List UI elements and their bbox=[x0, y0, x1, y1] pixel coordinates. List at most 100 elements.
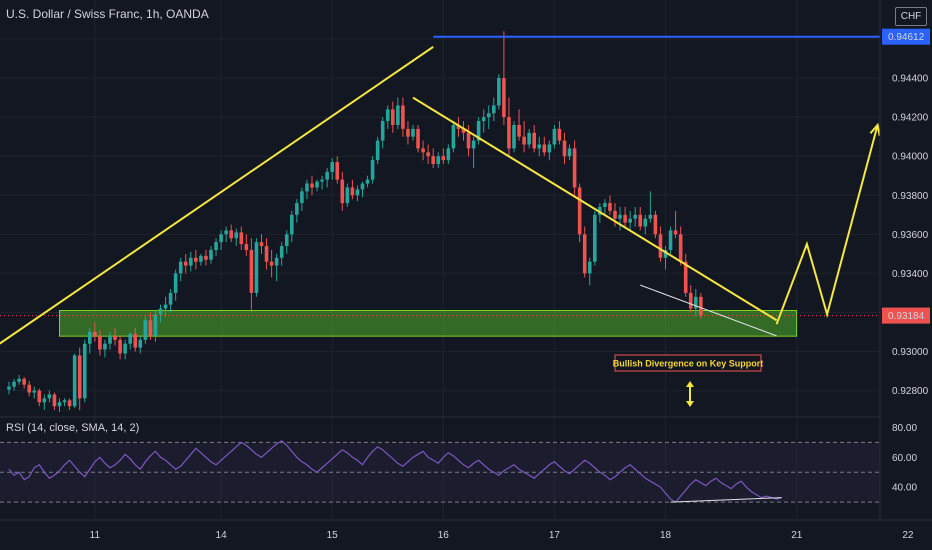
candle[interactable] bbox=[22, 376, 26, 389]
candle[interactable] bbox=[683, 253, 688, 297]
candle[interactable] bbox=[7, 381, 11, 395]
candle[interactable] bbox=[123, 339, 127, 360]
candle[interactable] bbox=[587, 257, 592, 286]
price-axis[interactable]: 0.946000.944000.942000.940000.938000.936… bbox=[879, 0, 932, 550]
candle[interactable] bbox=[653, 210, 658, 239]
candle[interactable] bbox=[42, 394, 47, 411]
candle[interactable] bbox=[421, 140, 425, 161]
candle[interactable] bbox=[290, 210, 294, 243]
candle[interactable] bbox=[431, 148, 435, 168]
candle[interactable] bbox=[476, 117, 481, 145]
candle[interactable] bbox=[461, 121, 466, 141]
candle[interactable] bbox=[441, 148, 446, 165]
candle[interactable] bbox=[678, 226, 683, 266]
candle[interactable] bbox=[310, 175, 314, 196]
candle[interactable] bbox=[582, 226, 587, 278]
candle[interactable] bbox=[512, 121, 516, 153]
candle[interactable] bbox=[128, 331, 132, 350]
candle[interactable] bbox=[244, 234, 249, 256]
candle[interactable] bbox=[103, 339, 107, 358]
candle[interactable] bbox=[153, 310, 158, 342]
candle[interactable] bbox=[269, 249, 274, 278]
candle[interactable] bbox=[411, 124, 415, 141]
candle[interactable] bbox=[527, 128, 531, 149]
candle[interactable] bbox=[234, 228, 239, 247]
candle[interactable] bbox=[603, 199, 607, 215]
candle[interactable] bbox=[199, 253, 203, 266]
candle[interactable] bbox=[178, 257, 183, 282]
candle[interactable] bbox=[138, 335, 143, 354]
candle[interactable] bbox=[456, 117, 461, 137]
candle[interactable] bbox=[204, 249, 208, 266]
candle[interactable] bbox=[623, 207, 627, 227]
candle[interactable] bbox=[370, 156, 375, 184]
candle[interactable] bbox=[406, 121, 410, 145]
candle[interactable] bbox=[325, 167, 329, 188]
candle[interactable] bbox=[143, 316, 148, 344]
candle[interactable] bbox=[547, 140, 552, 161]
candle[interactable] bbox=[562, 132, 567, 165]
candle[interactable] bbox=[517, 109, 521, 141]
candle[interactable] bbox=[315, 179, 319, 192]
candle[interactable] bbox=[557, 121, 562, 145]
rsi-line[interactable] bbox=[8, 440, 782, 503]
candle[interactable] bbox=[593, 210, 597, 266]
candle[interactable] bbox=[163, 296, 168, 317]
rsi-panel[interactable] bbox=[0, 416, 880, 503]
candle[interactable] bbox=[638, 207, 643, 231]
candle[interactable] bbox=[658, 226, 663, 262]
candle[interactable] bbox=[426, 144, 430, 165]
candle[interactable] bbox=[57, 398, 62, 413]
candle[interactable] bbox=[219, 230, 223, 250]
candle[interactable] bbox=[189, 251, 193, 272]
candle[interactable] bbox=[173, 269, 178, 301]
candle[interactable] bbox=[340, 171, 345, 211]
candle[interactable] bbox=[360, 181, 365, 198]
candle[interactable] bbox=[82, 339, 87, 403]
candle[interactable] bbox=[628, 210, 632, 231]
candle[interactable] bbox=[699, 292, 703, 319]
candle[interactable] bbox=[497, 74, 501, 110]
candle[interactable] bbox=[320, 175, 324, 190]
candle[interactable] bbox=[481, 109, 486, 133]
candle[interactable] bbox=[345, 183, 350, 207]
candle[interactable] bbox=[209, 246, 213, 264]
candle[interactable] bbox=[62, 398, 67, 407]
candle[interactable] bbox=[507, 97, 511, 157]
candle[interactable] bbox=[264, 238, 269, 270]
candle[interactable] bbox=[259, 234, 264, 254]
candle[interactable] bbox=[396, 97, 400, 129]
projection-path[interactable] bbox=[775, 124, 879, 325]
candle[interactable] bbox=[416, 124, 420, 153]
candle[interactable] bbox=[158, 304, 163, 323]
candle[interactable] bbox=[608, 195, 612, 215]
candle[interactable] bbox=[375, 136, 380, 165]
candle[interactable] bbox=[451, 121, 456, 153]
candle[interactable] bbox=[648, 191, 653, 223]
candle[interactable] bbox=[552, 124, 557, 149]
candle[interactable] bbox=[133, 328, 138, 352]
candle[interactable] bbox=[355, 185, 360, 202]
candle[interactable] bbox=[52, 392, 57, 411]
candle[interactable] bbox=[688, 285, 693, 313]
candle[interactable] bbox=[118, 335, 122, 360]
candle[interactable] bbox=[350, 179, 355, 200]
candle[interactable] bbox=[522, 121, 526, 153]
candle[interactable] bbox=[502, 31, 506, 125]
candle[interactable] bbox=[249, 238, 254, 313]
candle[interactable] bbox=[572, 140, 577, 196]
candle[interactable] bbox=[93, 322, 97, 342]
candle[interactable] bbox=[27, 380, 31, 397]
candle[interactable] bbox=[365, 175, 370, 188]
candle[interactable] bbox=[305, 179, 309, 200]
candle[interactable] bbox=[274, 253, 279, 282]
candle[interactable] bbox=[492, 97, 496, 122]
candle[interactable] bbox=[577, 183, 582, 243]
ascending-trendline[interactable] bbox=[0, 46, 434, 348]
candlestick-series[interactable] bbox=[7, 31, 703, 413]
candle[interactable] bbox=[88, 328, 92, 354]
candle[interactable] bbox=[537, 136, 542, 157]
candle[interactable] bbox=[613, 203, 617, 227]
candle[interactable] bbox=[229, 224, 233, 243]
